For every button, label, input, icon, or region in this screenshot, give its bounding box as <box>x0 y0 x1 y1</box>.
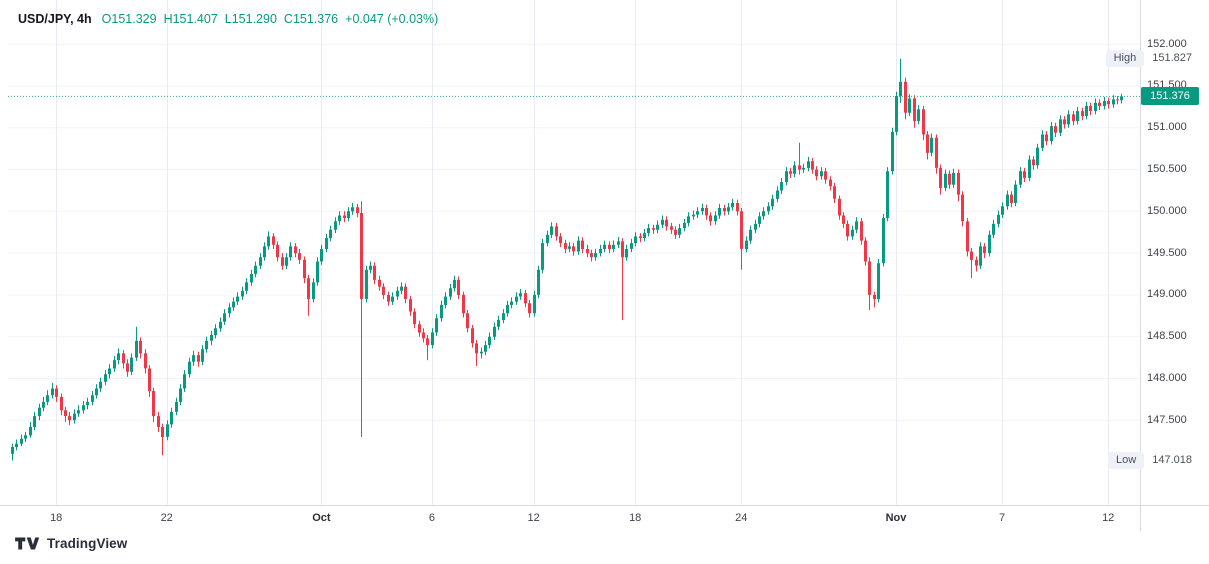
tradingview-logo-icon <box>15 537 40 550</box>
time-tick-label: 18 <box>50 512 63 524</box>
time-tick-label: 24 <box>735 512 748 524</box>
price-tick-label: 148.500 <box>1147 330 1187 343</box>
up-candle-bodies <box>11 81 1123 454</box>
open-value: O151.329 <box>101 12 157 26</box>
change-value: +0.047 (+0.03%) <box>345 12 439 26</box>
price-tick-label: 147.500 <box>1147 413 1187 426</box>
time-tick-label: Nov <box>885 512 907 524</box>
time-tick-label: 22 <box>160 512 173 524</box>
high-badge-value: 151.827 <box>1152 52 1192 65</box>
high-badge: High <box>1105 49 1145 67</box>
close-value: C151.376 <box>283 12 339 26</box>
low-badge-value: 147.018 <box>1152 454 1192 467</box>
tradingview-logo[interactable]: TradingView <box>14 535 127 552</box>
last-price-badge: 151.376 <box>1141 87 1199 106</box>
price-tick-label: 149.000 <box>1147 288 1187 301</box>
price-axis[interactable]: 152.000 151.500 151.000 150.500 150.000 149.5… <box>1140 0 1209 505</box>
time-axis[interactable]: 18 22 Oct 6 12 18 24 Nov 7 12 <box>0 505 1209 531</box>
price-tick-label: 152.000 <box>1147 37 1187 50</box>
ohlc-readout: O151.329 H151.407 L151.290 C151.376 +0.0… <box>102 11 439 27</box>
legend: USD/JPY, 4h O151.329 H151.407 L151.290 C… <box>18 11 438 27</box>
down-candle-bodies <box>55 81 1119 438</box>
symbol-title[interactable]: USD/JPY, 4h <box>18 12 92 26</box>
tradingview-logo-text: TradingView <box>47 536 128 551</box>
high-badge-row: High 151.827 <box>1105 49 1192 67</box>
low-value: L151.290 <box>224 12 277 26</box>
time-tick-label: 6 <box>428 512 435 524</box>
price-tick-label: 149.500 <box>1147 246 1187 259</box>
up-candle-wicks <box>12 58 1122 461</box>
time-tick-label: 12 <box>1102 512 1115 524</box>
price-tick-label: 148.000 <box>1147 371 1187 384</box>
price-tick-label: 150.000 <box>1147 204 1187 217</box>
time-tick-label: Oct <box>312 512 331 524</box>
high-value: H151.407 <box>163 12 218 26</box>
time-tick-label: 18 <box>629 512 642 524</box>
low-badge: Low <box>1108 451 1145 469</box>
price-tick-label: 150.500 <box>1147 163 1187 176</box>
low-badge-row: Low 147.018 <box>1108 451 1192 469</box>
price-tick-label: 151.000 <box>1147 121 1187 134</box>
horizontal-gridlines <box>8 43 1140 421</box>
time-tick-label: 12 <box>527 512 540 524</box>
time-tick-label: 7 <box>999 512 1006 524</box>
down-candle-wicks <box>56 77 1118 456</box>
